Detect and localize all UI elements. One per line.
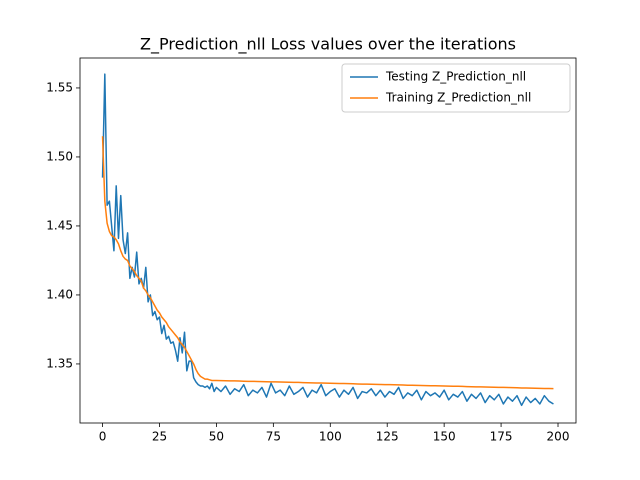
x-tick-label: 100 [319, 430, 342, 444]
x-tick-label: 75 [266, 430, 281, 444]
series-line [101, 73, 554, 407]
x-tick-label: 50 [209, 430, 224, 444]
y-tick-label: 1.55 [46, 80, 73, 94]
y-tick-label: 1.50 [46, 149, 73, 163]
legend-box [341, 63, 571, 113]
x-tick-label: 175 [490, 430, 513, 444]
x-tick-label: 25 [152, 430, 167, 444]
plot-frame [79, 57, 577, 424]
x-tick-label: 150 [433, 430, 456, 444]
series-line [101, 136, 554, 390]
x-tick-label: 125 [376, 430, 399, 444]
y-tick-label: 1.35 [46, 356, 73, 370]
y-tick-label: 1.45 [46, 218, 73, 232]
x-tick-label: 200 [547, 430, 570, 444]
chart-title: Z_Prediction_nll Loss values over the it… [140, 35, 516, 55]
x-tick-label: 0 [99, 430, 107, 444]
y-tick-label: 1.40 [46, 287, 73, 301]
legend-label: Training Z_Prediction_nll [385, 91, 531, 105]
legend-label: Testing Z_Prediction_nll [385, 70, 526, 84]
